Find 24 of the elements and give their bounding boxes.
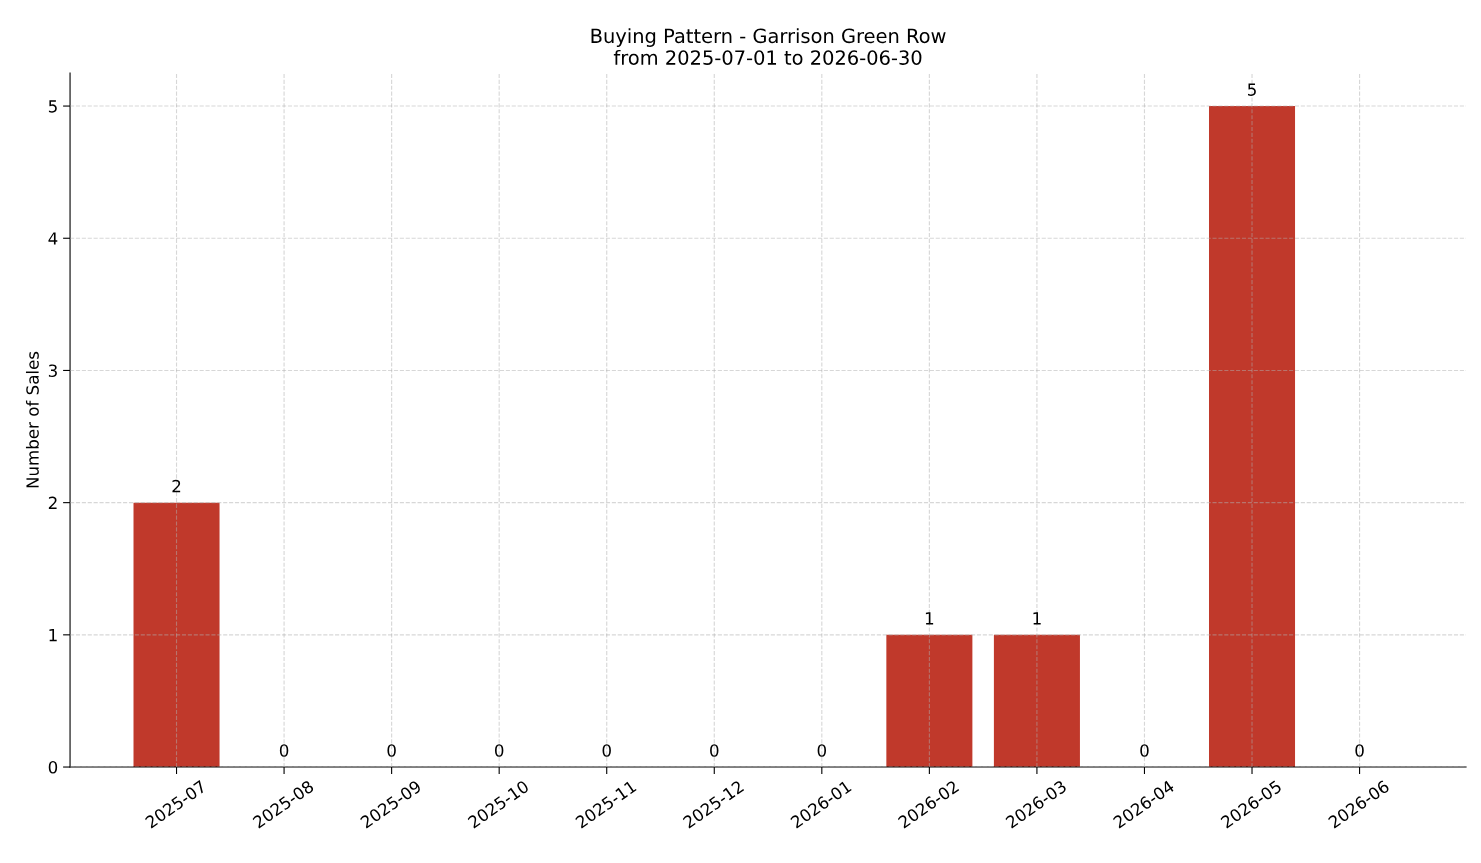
data-label: 1 <box>1033 612 1041 625</box>
data-label: 0 <box>387 744 396 757</box>
y-tick-label: 0 <box>48 761 58 774</box>
data-label: 1 <box>925 612 934 625</box>
data-label: 5 <box>1248 83 1256 96</box>
data-label: 0 <box>1355 744 1364 757</box>
data-label: 2 <box>172 479 181 493</box>
data-label: 0 <box>494 744 504 757</box>
data-label: 0 <box>1140 744 1149 757</box>
y-axis-title: Number of Sales <box>25 351 39 488</box>
y-tick-label: 5 <box>48 100 57 113</box>
y-tick-label: 4 <box>48 232 58 245</box>
chart-title: Buying Pattern - Garrison Green Row from 2025-07-01 to 2026-06-30 <box>591 28 946 65</box>
bar <box>1209 106 1296 768</box>
bar <box>993 634 1080 768</box>
y-tick-label: 1 <box>49 629 57 642</box>
y-tick-label: 3 <box>48 364 57 378</box>
data-label: 0 <box>817 744 827 757</box>
bar <box>133 502 220 768</box>
bar <box>886 634 973 768</box>
y-tick-label: 2 <box>48 496 57 509</box>
data-label: 0 <box>710 744 719 757</box>
data-label: 0 <box>279 744 289 757</box>
data-label: 0 <box>602 744 611 757</box>
